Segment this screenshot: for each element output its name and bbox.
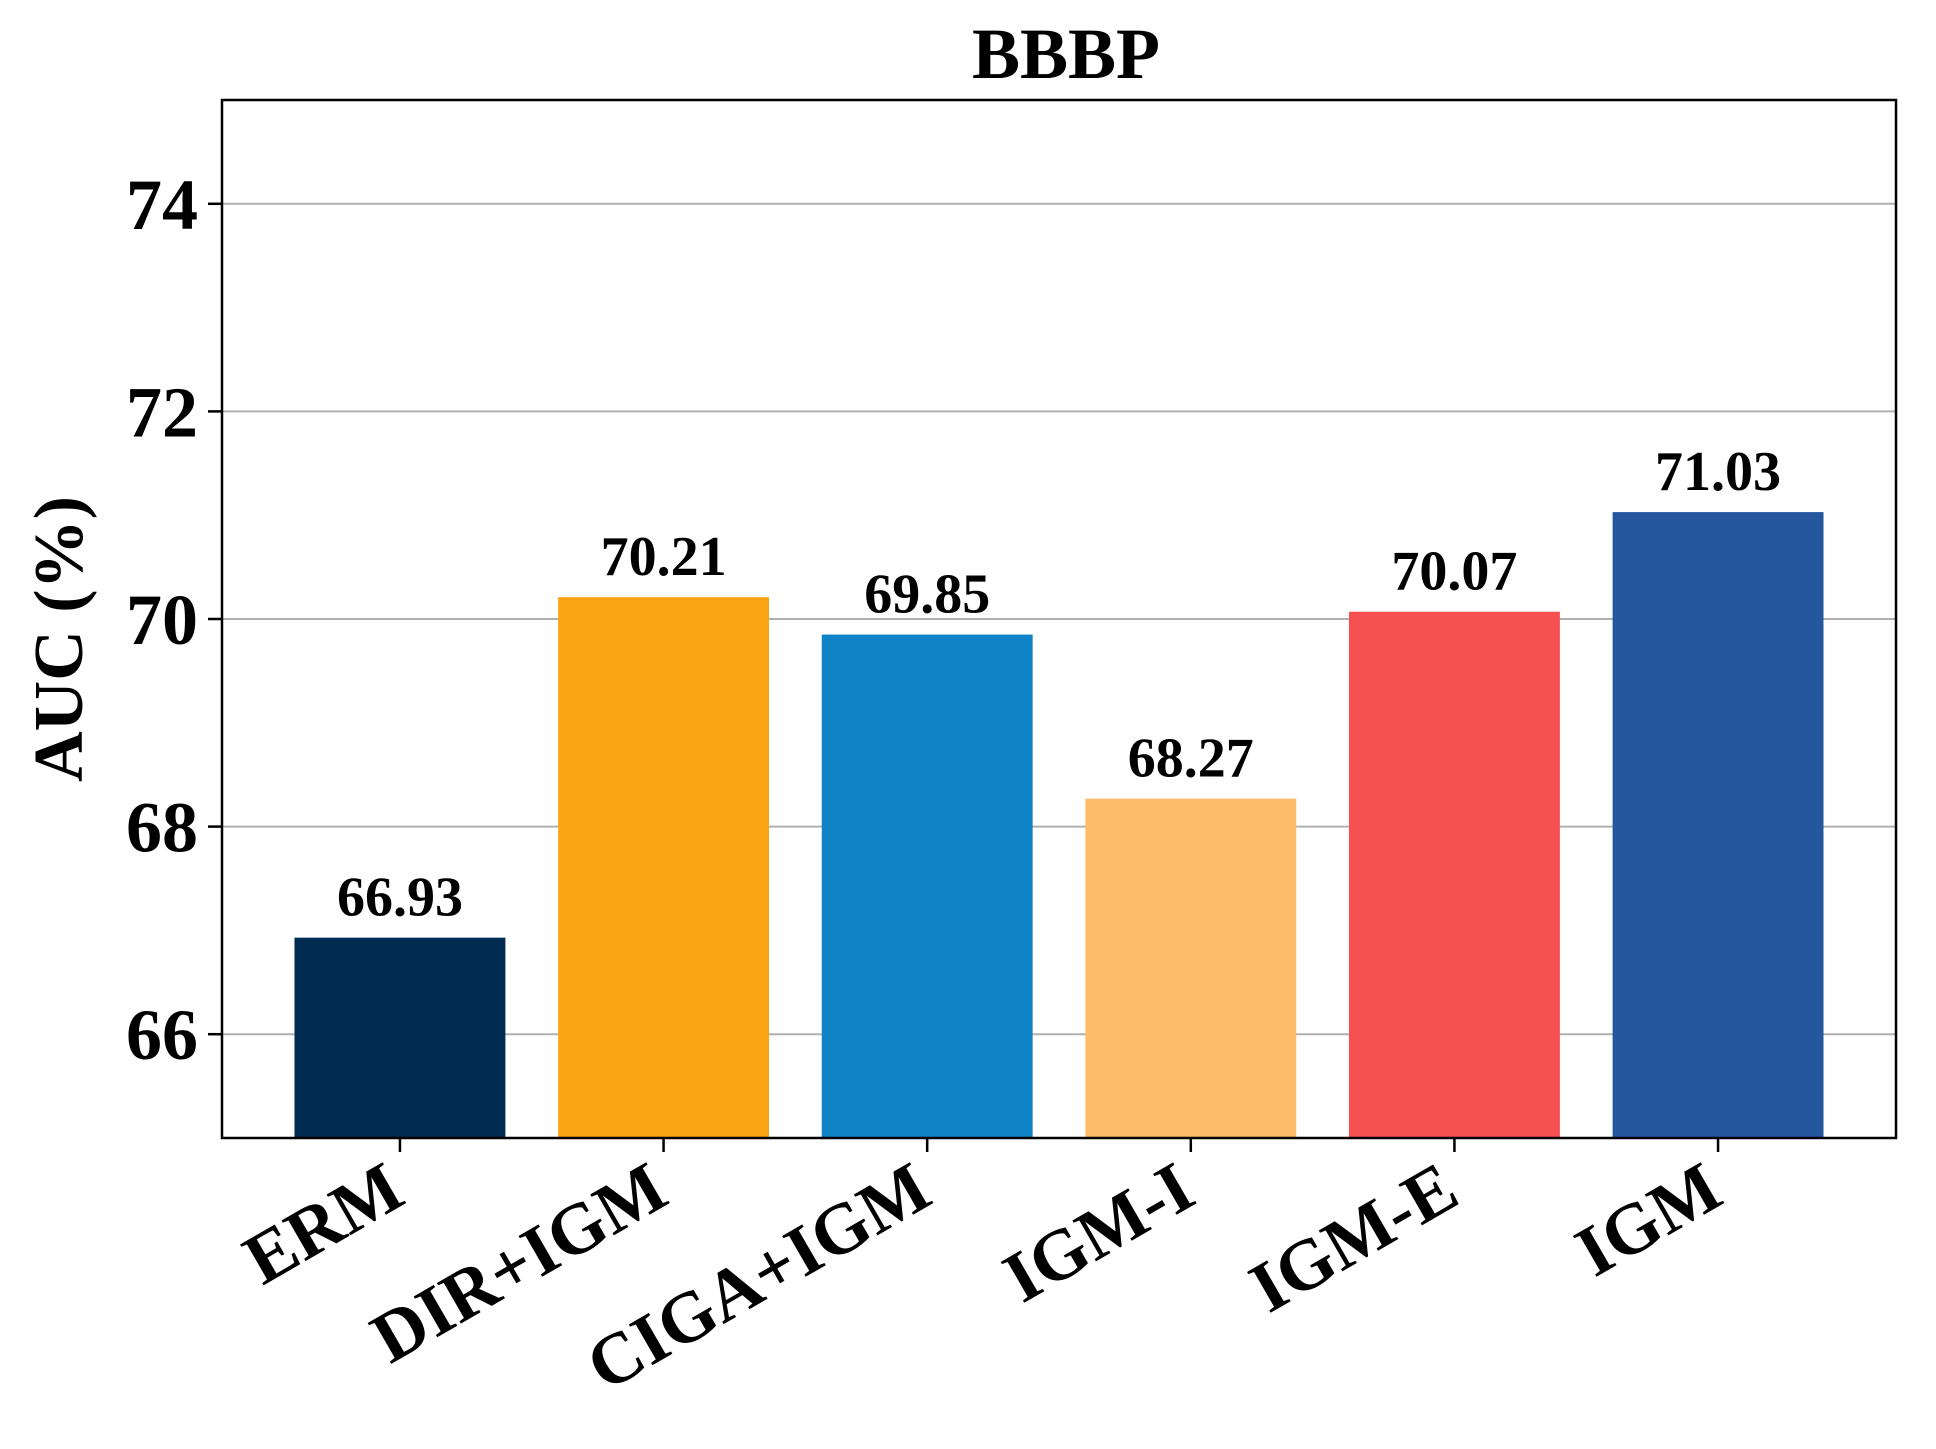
value-label: 71.03	[1655, 441, 1781, 503]
value-label: 69.85	[864, 564, 990, 626]
bar-ciga-igm	[821, 634, 1033, 1138]
y-tick-label: 68	[126, 788, 198, 868]
y-tick-label: 72	[126, 372, 198, 452]
value-label: 66.93	[337, 867, 463, 929]
y-tick-label: 66	[126, 995, 198, 1075]
value-label: 70.07	[1391, 541, 1517, 603]
bar-igm-i	[1085, 798, 1297, 1138]
chart-title: BBBP	[972, 14, 1160, 94]
y-tick-label: 74	[126, 165, 198, 245]
bar-erm	[294, 937, 506, 1138]
x-tick-label: IGM-E	[1236, 1147, 1470, 1328]
bar-igm	[1612, 512, 1824, 1138]
y-axis-label: AUC (%)	[21, 496, 98, 782]
bar-igm-e	[1348, 611, 1560, 1138]
y-tick-label: 70	[126, 580, 198, 660]
bar-dir-igm	[558, 597, 770, 1138]
value-label: 68.27	[1128, 728, 1254, 790]
y-axis: 66 68 70 72 74	[126, 165, 222, 1075]
value-label: 70.21	[601, 526, 727, 588]
bars	[294, 512, 1824, 1138]
value-labels: 66.93 70.21 69.85 68.27 70.07 71.03	[337, 441, 1781, 929]
x-tick-label: ERM	[230, 1147, 415, 1300]
x-tick-label: IGM	[1562, 1147, 1734, 1292]
x-tick-label: IGM-I	[990, 1147, 1207, 1318]
